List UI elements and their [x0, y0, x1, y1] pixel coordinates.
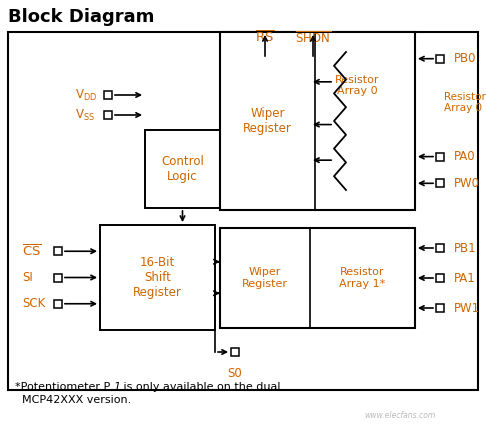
Text: PB0: PB0 — [454, 52, 476, 65]
Text: PA1: PA1 — [454, 271, 476, 285]
Bar — [436, 244, 444, 252]
Text: Control
Logic: Control Logic — [161, 155, 204, 183]
Text: SCK: SCK — [22, 297, 45, 310]
Text: Resistor
Array 1*: Resistor Array 1* — [339, 267, 385, 289]
Text: Wiper
Register: Wiper Register — [243, 107, 292, 135]
Bar — [104, 91, 112, 99]
Bar — [436, 55, 444, 63]
Text: is only available on the dual: is only available on the dual — [120, 382, 280, 392]
Text: PW1: PW1 — [454, 301, 480, 315]
Bar — [54, 300, 62, 308]
Text: V$_{\mathregular{SS}}$: V$_{\mathregular{SS}}$ — [75, 107, 95, 123]
Text: Resistor
Array 0: Resistor Array 0 — [335, 75, 379, 96]
Bar — [8, 32, 478, 390]
Text: $\overline{\mathrm{RS}}$: $\overline{\mathrm{RS}}$ — [255, 30, 275, 46]
Bar — [104, 111, 112, 119]
Text: Block Diagram: Block Diagram — [8, 8, 155, 26]
Text: $\overline{\mathrm{SHDN}}$: $\overline{\mathrm{SHDN}}$ — [295, 30, 331, 46]
Bar — [309, 51, 317, 59]
Bar — [261, 51, 269, 59]
Bar — [145, 130, 220, 208]
Bar — [220, 228, 415, 328]
Bar — [436, 153, 444, 161]
Bar — [436, 274, 444, 282]
Bar — [436, 304, 444, 312]
Bar — [436, 179, 444, 187]
Text: MCP42XXX version.: MCP42XXX version. — [22, 395, 131, 405]
Text: SI: SI — [22, 271, 33, 284]
Text: www.elecfans.com: www.elecfans.com — [364, 410, 435, 419]
Text: $\overline{\mathrm{CS}}$: $\overline{\mathrm{CS}}$ — [22, 243, 42, 259]
Text: PB1: PB1 — [454, 242, 477, 254]
Bar — [54, 273, 62, 282]
Text: V$_{\mathregular{DD}}$: V$_{\mathregular{DD}}$ — [75, 87, 97, 103]
Text: 16-Bit
Shift
Register: 16-Bit Shift Register — [133, 256, 182, 299]
Bar — [54, 247, 62, 255]
Bar — [220, 32, 415, 210]
Text: *Potentiometer P: *Potentiometer P — [15, 382, 110, 392]
Text: S0: S0 — [227, 367, 243, 380]
Text: Wiper
Register: Wiper Register — [242, 267, 288, 289]
Text: PA0: PA0 — [454, 150, 476, 163]
Text: Resistor
Array 0: Resistor Array 0 — [444, 92, 486, 114]
Bar — [100, 225, 215, 330]
Bar — [231, 348, 239, 356]
Text: PW0: PW0 — [454, 177, 480, 190]
Text: 1: 1 — [113, 382, 120, 392]
